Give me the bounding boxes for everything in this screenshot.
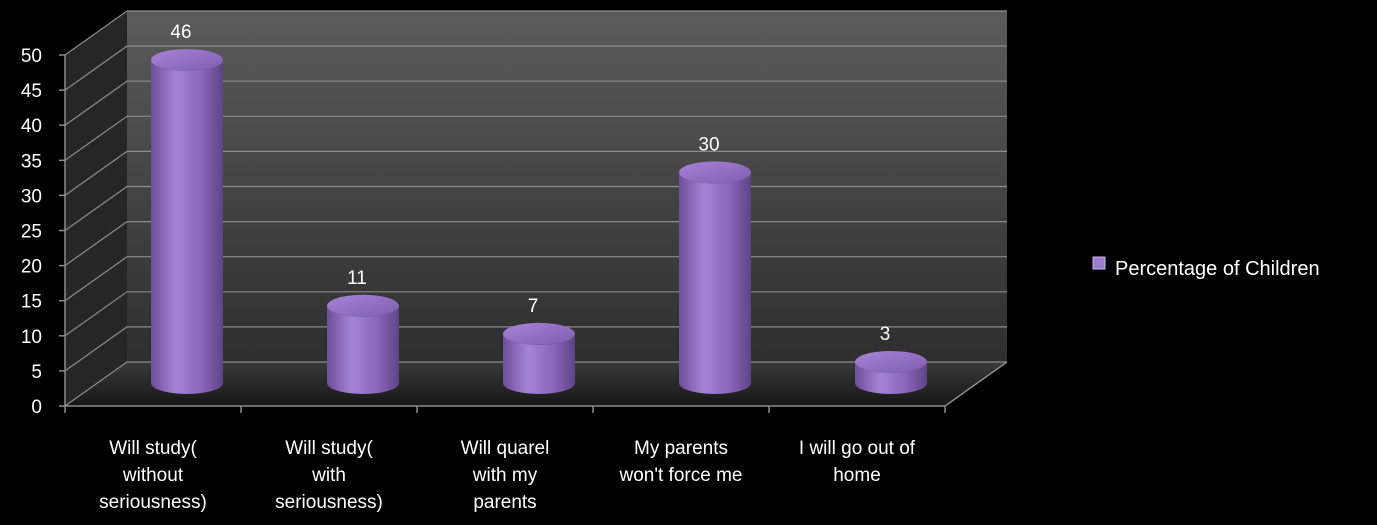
bar-top [503, 322, 575, 345]
legend-swatch [1092, 256, 1106, 270]
data-label: 11 [347, 268, 367, 289]
gridline [64, 10, 1007, 56]
bar-body [327, 305, 399, 394]
bar-top [327, 294, 399, 317]
data-label: 46 [170, 22, 191, 43]
x-tick-label: I will go out of home [799, 438, 916, 486]
y-tick-label: 0 [31, 397, 42, 418]
data-label: 3 [880, 324, 891, 345]
y-tick-label: 40 [21, 116, 42, 137]
floor-edge [944, 361, 1008, 407]
gridline [64, 80, 1007, 126]
x-tick-label-line: Will study( [285, 438, 373, 459]
bar-top [151, 49, 223, 72]
x-tick-label-line: seriousness) [99, 492, 207, 513]
y-tick-label: 5 [31, 362, 42, 383]
x-tick-label-line: Will quarel [461, 438, 550, 459]
y-tick-label: 10 [21, 327, 42, 348]
bar-body [855, 361, 927, 394]
x-tick-label: My parents won't force me [619, 438, 743, 486]
bar [151, 49, 223, 394]
y-tick-label: 30 [21, 186, 42, 207]
x-tick-label-line: Will study( [109, 438, 197, 459]
x-tick-label-line: won't force me [619, 465, 743, 486]
bar-top [855, 350, 927, 373]
y-tick-label: 25 [21, 222, 42, 243]
legend-label: Percentage of Children [1115, 258, 1320, 280]
data-label: 30 [698, 134, 719, 155]
y-tick-label: 50 [21, 46, 42, 67]
x-tick-label-line: with my [472, 465, 538, 486]
x-tick-label-line: home [833, 465, 881, 486]
y-tick-label: 45 [21, 81, 42, 102]
x-tick-label-line: parents [473, 492, 536, 513]
x-tick-label-line: My parents [634, 438, 728, 459]
x-tick-label: Will study( with seriousness) [275, 438, 383, 513]
x-tick-label-line: without [122, 465, 184, 486]
legend: Percentage of Children [1092, 256, 1320, 280]
x-tick-label: Will quarel with my parents [461, 438, 550, 513]
gridline [64, 45, 1007, 91]
bar-top [679, 161, 751, 184]
y-tick-label: 35 [21, 151, 42, 172]
y-tick-label: 15 [21, 292, 42, 313]
data-label: 7 [528, 296, 539, 317]
bar [327, 294, 399, 394]
bar [679, 161, 751, 394]
axes: 0 5 10 15 20 25 30 35 40 45 50 [21, 46, 1008, 418]
gridline [64, 150, 1007, 196]
data-labels: 46 Will study( without seriousness) 11 Will s… [99, 22, 916, 513]
gridline [64, 115, 1007, 161]
x-tick-label-line: I will go out of [799, 438, 916, 459]
bar-body [503, 333, 575, 394]
x-tick-label-line: seriousness) [275, 492, 383, 513]
bar-body [151, 60, 223, 394]
bar-body [679, 172, 751, 394]
bar [855, 350, 927, 394]
bars [151, 49, 927, 394]
x-tick-label-line: with [311, 465, 346, 486]
x-tick-label: Will study( without seriousness) [99, 438, 207, 513]
bar [503, 322, 575, 394]
y-tick-label: 20 [21, 257, 42, 278]
